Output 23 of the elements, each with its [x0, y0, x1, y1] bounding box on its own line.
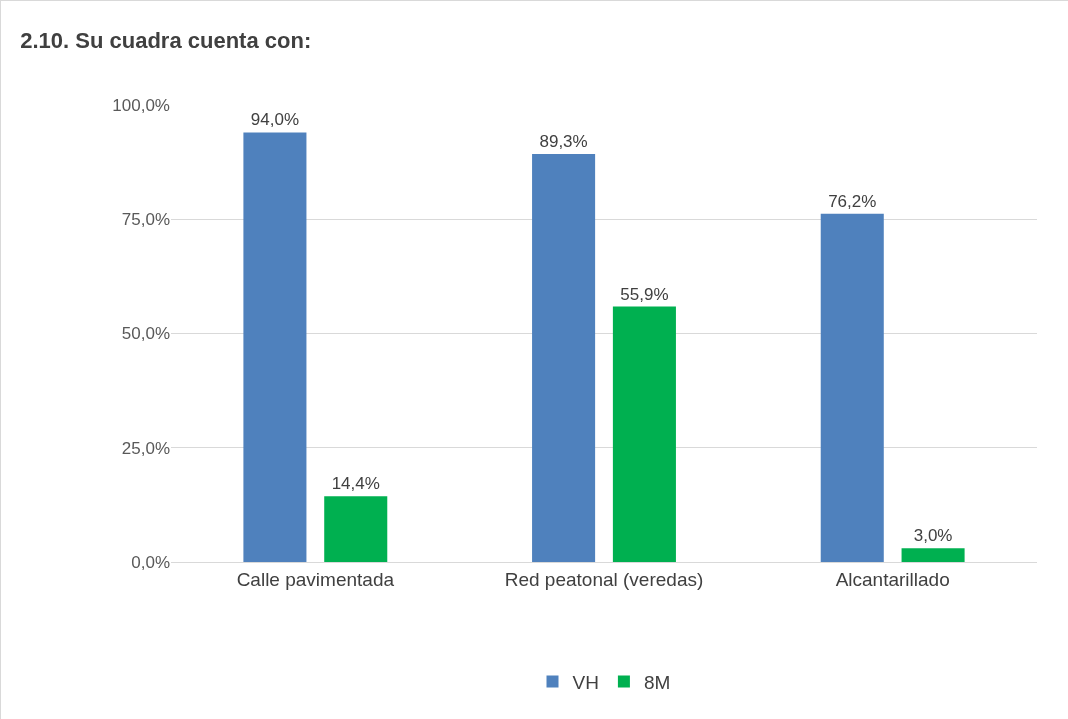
- data-label: 89,3%: [539, 131, 588, 151]
- y-tick-label: 50,0%: [121, 324, 170, 344]
- bar: [243, 132, 307, 562]
- bar: [820, 213, 884, 562]
- chart-title: 2.10. Su cuadra cuenta con:: [20, 28, 312, 54]
- bar: [532, 153, 596, 562]
- x-tick-label: Calle pavimentada: [236, 568, 395, 590]
- y-tick-label: 75,0%: [121, 210, 170, 230]
- legend-label: VH: [572, 671, 599, 693]
- data-label: 14,4%: [331, 474, 380, 494]
- x-tick-label: Alcantarillado: [835, 568, 950, 590]
- data-label: 76,2%: [828, 191, 877, 211]
- data-label: 94,0%: [250, 110, 300, 130]
- bar: [324, 496, 388, 562]
- x-tick-label: Red peatonal (veredas): [504, 568, 704, 590]
- bar: [612, 306, 676, 562]
- y-tick-label: 100,0%: [112, 95, 170, 115]
- bar: [901, 548, 965, 562]
- y-tick-label: 25,0%: [121, 438, 170, 458]
- data-label: 3,0%: [913, 526, 953, 546]
- legend-label: 8M: [643, 671, 671, 693]
- y-tick-label: 0,0%: [131, 552, 170, 572]
- data-label: 55,9%: [620, 284, 669, 304]
